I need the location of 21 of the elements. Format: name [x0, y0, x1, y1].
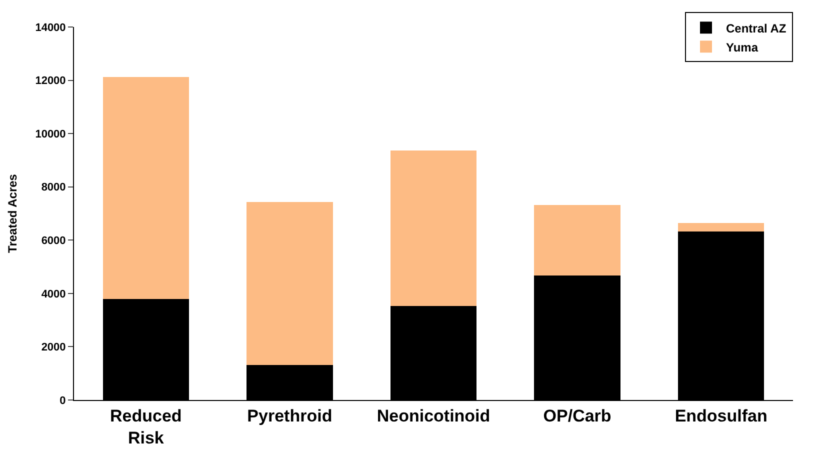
y-tick-label: 10000: [35, 128, 66, 140]
y-tick-label: 4000: [41, 288, 66, 300]
x-tick-label: OP/Carb: [543, 406, 612, 426]
y-axis-title: Treated Acres: [6, 174, 20, 253]
y-tick-label: 6000: [41, 234, 66, 247]
y-tick-label: 12000: [35, 75, 66, 88]
bar: [678, 223, 764, 232]
y-tick-label: 14000: [35, 22, 66, 34]
bar: [102, 77, 190, 299]
legend-label: Central AZ: [726, 21, 786, 36]
y-tick-label: 0: [60, 394, 66, 407]
legend-label: Yuma: [726, 40, 758, 54]
bar: [390, 150, 477, 306]
bar: [534, 204, 620, 276]
x-tick-label: Endosulfan: [674, 406, 768, 426]
y-tick-label: 2000: [41, 342, 66, 354]
bar: [246, 202, 333, 365]
x-tick-label: Neonicotinoid: [376, 406, 490, 426]
x-tick-label: Reduced Risk: [110, 406, 182, 448]
y-tick-label: 8000: [41, 182, 66, 194]
x-tick-label: Pyrethroid: [247, 406, 332, 426]
